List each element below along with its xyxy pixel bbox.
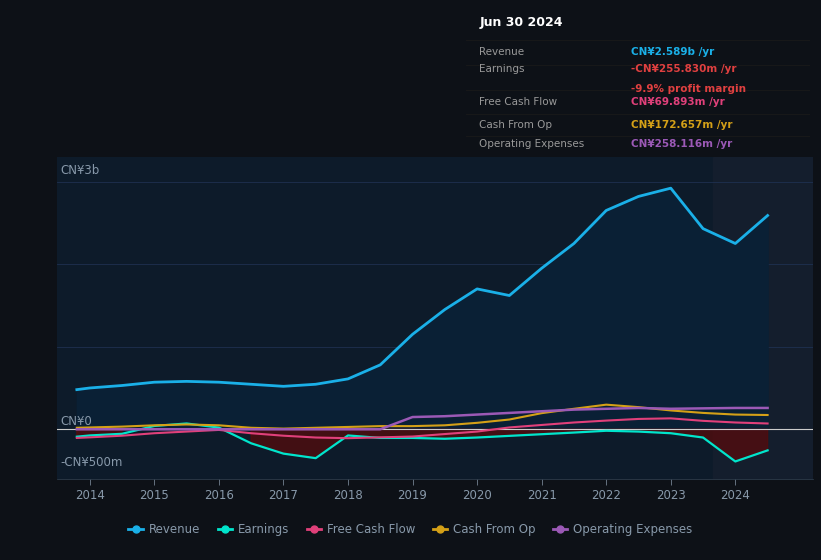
Text: -9.9% profit margin: -9.9% profit margin (631, 85, 746, 95)
Text: Revenue: Revenue (479, 48, 525, 57)
Text: -CN¥255.830m /yr: -CN¥255.830m /yr (631, 64, 736, 74)
Text: Free Cash Flow: Free Cash Flow (479, 97, 557, 107)
Text: CN¥258.116m /yr: CN¥258.116m /yr (631, 139, 732, 150)
Text: Cash From Op: Cash From Op (479, 120, 553, 130)
Text: -CN¥500m: -CN¥500m (61, 456, 123, 469)
Legend: Revenue, Earnings, Free Cash Flow, Cash From Op, Operating Expenses: Revenue, Earnings, Free Cash Flow, Cash … (124, 518, 697, 540)
Text: CN¥2.589b /yr: CN¥2.589b /yr (631, 48, 714, 57)
Text: CN¥0: CN¥0 (61, 415, 93, 428)
Text: CN¥3b: CN¥3b (61, 165, 100, 178)
Text: CN¥69.893m /yr: CN¥69.893m /yr (631, 97, 725, 107)
Text: Operating Expenses: Operating Expenses (479, 139, 585, 150)
Text: Jun 30 2024: Jun 30 2024 (479, 16, 563, 29)
Text: CN¥172.657m /yr: CN¥172.657m /yr (631, 120, 732, 130)
Text: Earnings: Earnings (479, 64, 525, 74)
Bar (713, 157, 813, 479)
